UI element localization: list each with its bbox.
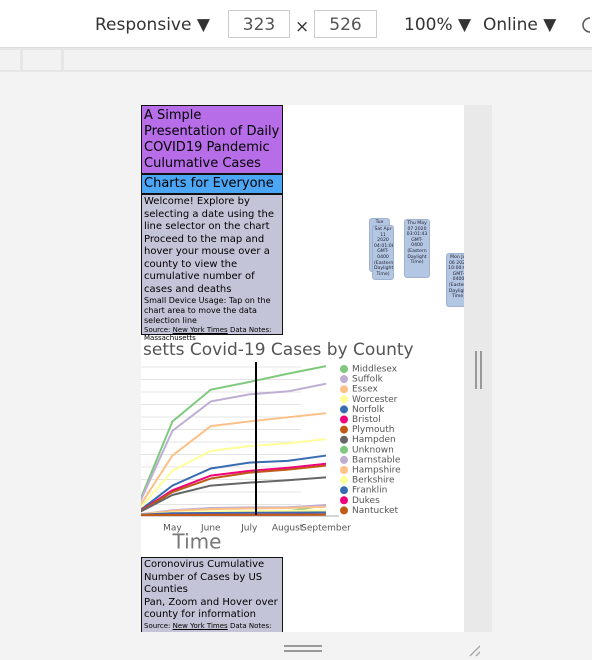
- legend-label: Bristol: [352, 415, 381, 425]
- legend-label: Barnstable: [352, 455, 401, 465]
- times: ×: [295, 17, 310, 37]
- legend-label: Nantucket: [352, 506, 399, 516]
- legend-label: Worcester: [352, 395, 398, 405]
- resize-handle[interactable]: [464, 105, 492, 632]
- series-line: [141, 454, 327, 511]
- x-tick-label: June: [200, 524, 221, 534]
- legend-label: Essex: [352, 385, 378, 395]
- legend-label: Hampden: [352, 435, 396, 445]
- legend-label: Plymouth: [352, 425, 394, 435]
- series-line: [141, 476, 327, 513]
- legend-swatch: [340, 496, 348, 505]
- legend-label: Berkshire: [352, 476, 395, 486]
- page-subtitle: Charts for Everyone: [141, 174, 283, 194]
- legend-swatch: [340, 435, 348, 444]
- width-input[interactable]: 323: [228, 10, 290, 38]
- handle-grip: [475, 351, 482, 389]
- series-line: [141, 511, 327, 516]
- legend-swatch: [340, 415, 348, 424]
- x-axis-title: Time: [172, 530, 222, 554]
- legend-swatch: [340, 425, 348, 434]
- welcome-panel: Welcome! Explore by selecting a date usi…: [141, 194, 283, 342]
- tooltip: Sat Apr 11 2020 04:01:08 GMT-0400 (Easte…: [372, 225, 394, 280]
- page-title: A Simple Presentation of Daily COVID19 P…: [141, 105, 283, 174]
- series-line: [141, 505, 327, 516]
- legend-swatch: [340, 476, 348, 485]
- legend-swatch: [340, 365, 348, 373]
- series-line: [141, 464, 327, 512]
- device-select[interactable]: Responsive ▼: [95, 15, 210, 35]
- welcome-text: Welcome! Explore by selecting a date usi…: [144, 196, 274, 295]
- x-tick-label: August: [272, 524, 304, 534]
- source-link[interactable]: New York Times: [172, 326, 228, 334]
- legend-swatch: [340, 486, 348, 495]
- map-title: Coronovirus Cumulative Number of Cases b…: [144, 559, 265, 595]
- legend-swatch: [340, 385, 348, 394]
- tooltip: Thu May 07 2020 03:01:43 GMT-0400 (Easte…: [404, 219, 430, 278]
- series-line: [141, 365, 327, 501]
- media-ruler: [0, 48, 592, 72]
- map-panel: Coronovirus Cumulative Number of Cases b…: [141, 557, 283, 632]
- legend-swatch: [340, 455, 348, 464]
- x-tick-label: September: [301, 524, 351, 534]
- legend-label: Dukes: [352, 496, 380, 506]
- x-tick-label: July: [240, 524, 258, 534]
- legend-swatch: [340, 466, 348, 474]
- legend-swatch: [340, 395, 348, 404]
- legend-label: Franklin: [352, 486, 387, 496]
- zoom-select[interactable]: 100% ▼: [404, 15, 472, 35]
- map-source-label: Source:: [144, 621, 171, 630]
- legend-swatch: [340, 405, 348, 414]
- series-line: [141, 382, 327, 503]
- line-chart[interactable]: setts Covid-19 Cases by County May June Jul…: [141, 105, 464, 632]
- series-line: [141, 412, 327, 507]
- legend-swatch: [340, 375, 348, 384]
- map-help: Pan, Zoom and Hover over county for info…: [144, 596, 278, 621]
- bottom-handle[interactable]: [280, 640, 480, 660]
- source-label: Source:: [144, 326, 171, 334]
- legend-swatch: [340, 506, 348, 515]
- legend-swatch: [340, 445, 348, 454]
- devtools-toolbar: Responsive ▼ 323 × 526 100% ▼ Online ▼: [0, 0, 592, 48]
- notes: Data Notes: Massachusetts: [144, 326, 272, 342]
- legend-label: Middlesex: [352, 365, 398, 375]
- legend-label: Norfolk: [352, 405, 385, 415]
- tooltip: Mon Jul 06 2020 10:00:00 GMT-0400 (Easte…: [446, 253, 464, 307]
- map-source-link[interactable]: New York Times: [172, 621, 228, 630]
- series-line: [141, 462, 327, 512]
- legend-label: Unknown: [352, 445, 394, 455]
- legend-label: Hampshire: [352, 466, 401, 476]
- chart-title: setts Covid-19 Cases by County: [143, 340, 414, 360]
- legend-label: Suffolk: [352, 375, 384, 385]
- small-device-text: Small Device Usage: Tap on the chart are…: [144, 296, 271, 325]
- series-line: [141, 438, 327, 509]
- network-select[interactable]: Online ▼: [483, 15, 557, 35]
- rotate-icon[interactable]: [582, 16, 592, 34]
- x-tick-label: May: [163, 524, 182, 534]
- height-input[interactable]: 526: [314, 10, 377, 38]
- map-notes: Data Notes:: [229, 621, 272, 630]
- device-viewport: setts Covid-19 Cases by County May June Jul…: [141, 105, 464, 632]
